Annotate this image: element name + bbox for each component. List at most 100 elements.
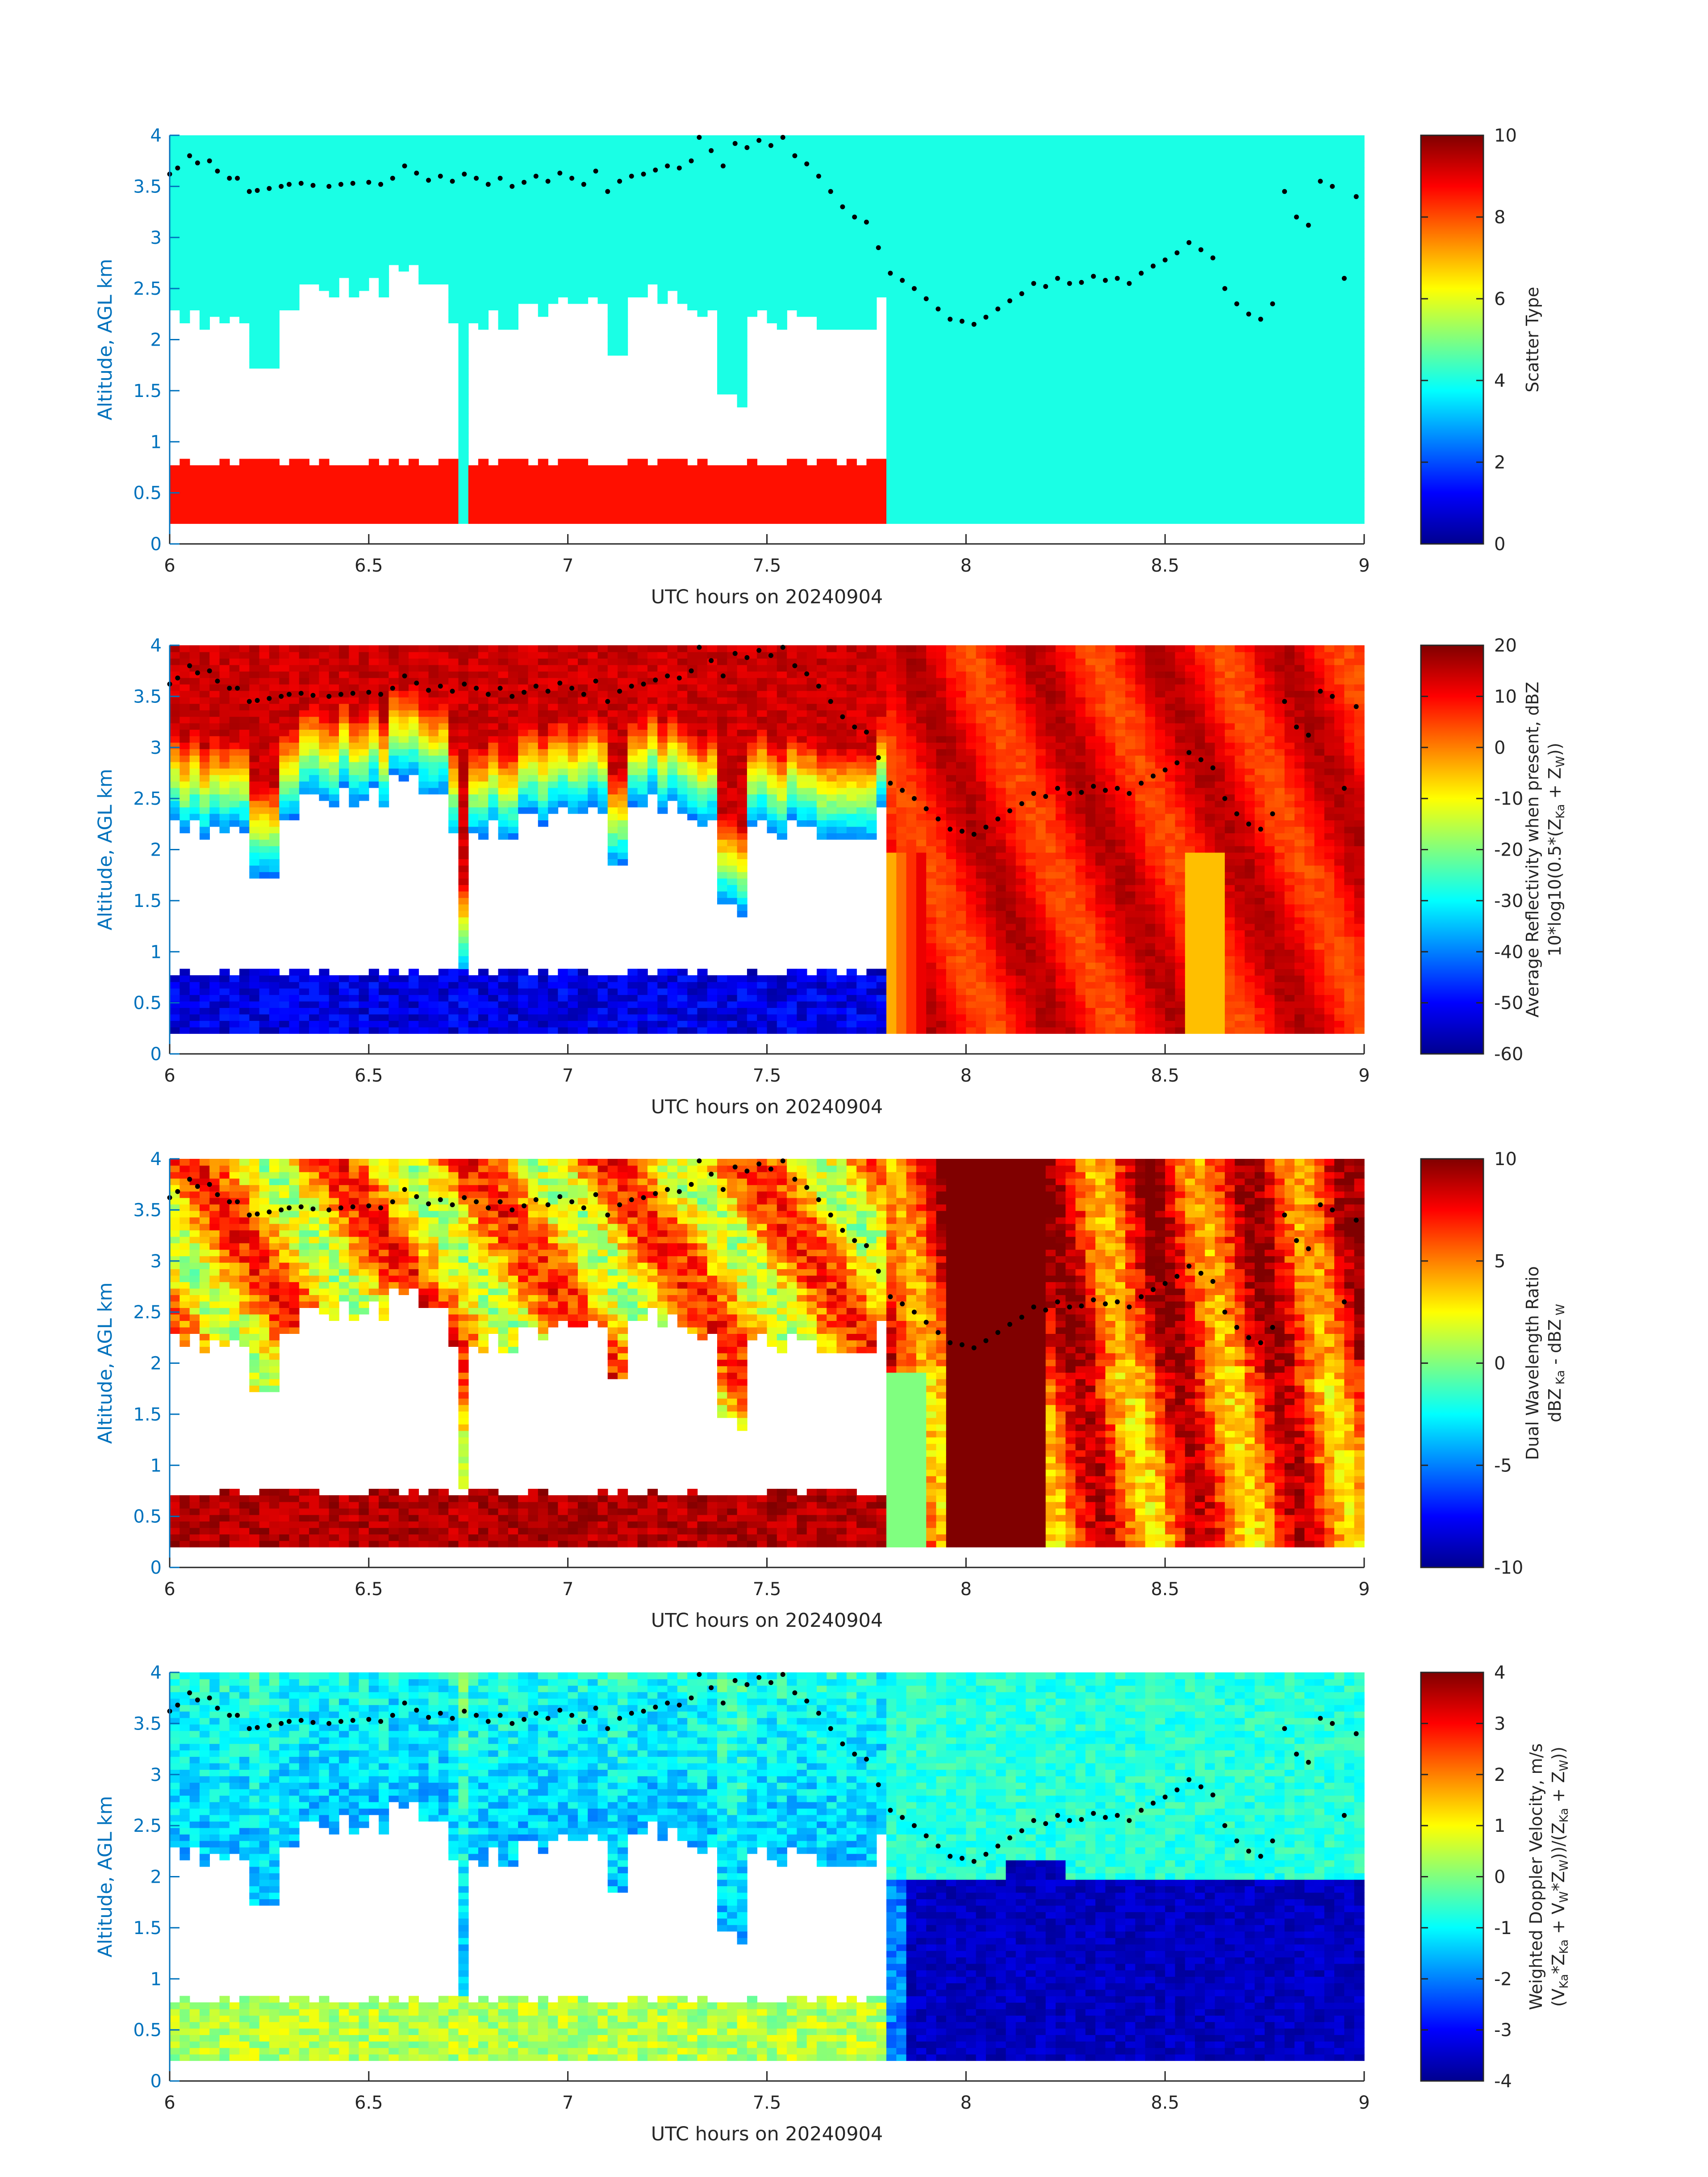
heatmap-cell [279, 497, 290, 505]
heatmap-cell [329, 213, 339, 220]
heatmap-cell [677, 271, 688, 278]
heatmap-cell [259, 504, 270, 511]
heatmap-cell [538, 284, 548, 291]
heatmap-cell [170, 148, 180, 155]
heatmap-cell [956, 277, 967, 284]
heatmap-cell [498, 135, 509, 142]
heatmap-cell [1155, 336, 1165, 343]
heatmap-cell [806, 232, 817, 239]
heatmap-cell [647, 472, 658, 479]
heatmap-cell [926, 485, 937, 492]
heatmap-cell [607, 517, 618, 524]
heatmap-cell [478, 206, 489, 213]
heatmap-cell [1175, 316, 1186, 323]
heatmap-cell [966, 251, 977, 259]
heatmap-cell [379, 251, 389, 259]
heatmap-cell [558, 155, 568, 162]
heatmap-cell [1155, 368, 1165, 375]
heatmap-cell [657, 155, 668, 162]
heatmap-cell [916, 336, 927, 343]
heatmap-cell [1026, 407, 1036, 414]
heatmap-cell [498, 142, 509, 149]
heatmap-cell [966, 381, 977, 388]
heatmap-cell [209, 510, 220, 518]
heatmap-cell [996, 517, 1006, 524]
heatmap-cell [1075, 355, 1086, 362]
heatmap-cell [1095, 200, 1106, 207]
heatmap-cell [339, 148, 350, 155]
heatmap-cell [1036, 420, 1046, 427]
heatmap-cell [170, 193, 180, 201]
heatmap-cell [379, 284, 389, 291]
heatmap-cell [1075, 414, 1086, 421]
heatmap-cell [627, 465, 638, 472]
heatmap-cell [926, 426, 937, 434]
heatmap-cell [359, 510, 369, 518]
heatmap-cell [478, 258, 489, 265]
heatmap-cell [1105, 193, 1116, 201]
heatmap-cell [528, 258, 539, 265]
heatmap-cell [976, 148, 986, 155]
heatmap-cell [936, 401, 947, 408]
heatmap-cell [607, 232, 618, 239]
heatmap-cell [1006, 329, 1016, 336]
heatmap-cell [199, 303, 210, 310]
heatmap-cell [219, 200, 230, 207]
heatmap-cell [777, 245, 787, 252]
heatmap-cell [170, 465, 180, 472]
heatmap-cell [1036, 414, 1046, 421]
heatmap-cell [946, 232, 956, 239]
heatmap-cell [1235, 504, 1245, 511]
heatmap-cell [1254, 497, 1265, 505]
heatmap-cell [1244, 174, 1255, 181]
heatmap-cell [747, 310, 757, 317]
heatmap-cell [1045, 517, 1056, 524]
heatmap-cell [558, 161, 568, 168]
heatmap-cell [896, 336, 907, 343]
heatmap-cell [239, 478, 250, 485]
heatmap-cell [966, 472, 977, 479]
heatmap-cell [229, 180, 240, 188]
heatmap-cell [558, 238, 568, 246]
heatmap-cell [219, 232, 230, 239]
heatmap-cell [1045, 459, 1056, 466]
heatmap-cell [627, 258, 638, 265]
heatmap-cell [747, 174, 757, 181]
heatmap-cell [1026, 426, 1036, 434]
heatmap-cell [518, 504, 529, 511]
heatmap-cell [876, 504, 887, 511]
heatmap-cell [588, 284, 598, 291]
heatmap-cell [498, 277, 509, 284]
heatmap-cell [309, 517, 320, 524]
heatmap-cell [508, 219, 518, 226]
heatmap-cell [1085, 452, 1096, 460]
heatmap-cell [1135, 155, 1146, 162]
heatmap-cell [269, 310, 280, 317]
heatmap-cell [896, 316, 907, 323]
heatmap-cell [568, 485, 578, 492]
heatmap-cell [607, 245, 618, 252]
heatmap-cell [329, 251, 339, 259]
heatmap-cell [637, 264, 648, 272]
heatmap-cell [428, 180, 439, 188]
heatmap-cell [777, 174, 787, 181]
heatmap-cell [219, 504, 230, 511]
heatmap-cell [1085, 381, 1096, 388]
heatmap-cell [896, 446, 907, 453]
heatmap-cell [329, 135, 339, 142]
heatmap-cell [827, 258, 837, 265]
heatmap-cell [1065, 135, 1076, 142]
heatmap-cell [627, 478, 638, 485]
heatmap-cell [329, 161, 339, 168]
heatmap-cell [1185, 433, 1195, 440]
heatmap-cell [588, 135, 598, 142]
heatmap-cell [259, 206, 270, 213]
heatmap-cell [986, 258, 996, 265]
heatmap-cell [667, 206, 678, 213]
heatmap-cell [269, 277, 280, 284]
heatmap-cell [757, 485, 768, 492]
heatmap-cell [767, 155, 777, 162]
heatmap-cell [259, 323, 270, 330]
heatmap-cell [1135, 510, 1146, 518]
heatmap-cell [817, 478, 827, 485]
